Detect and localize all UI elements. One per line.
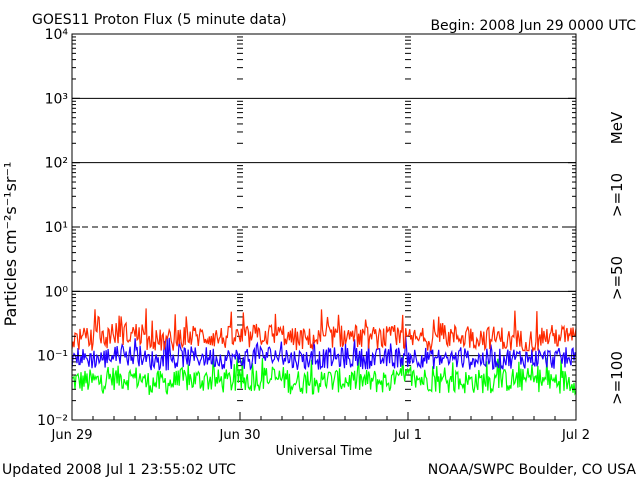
y-axis: 10⁻² 10⁻¹ 10⁰ 10¹ 10² 10³ 10⁴ xyxy=(37,27,576,429)
source-credit: NOAA/SWPC Boulder, CO USA xyxy=(428,462,637,478)
x-tick-label: Jun 30 xyxy=(219,428,261,443)
y-tick-label: 10⁻¹ xyxy=(37,349,68,365)
y-tick-label: 10⁻² xyxy=(37,413,68,429)
y-tick-label: 10² xyxy=(45,156,68,172)
y-tick-label: 10⁰ xyxy=(45,284,69,300)
y-tick-label: 10¹ xyxy=(45,220,68,236)
begin-date: Begin: 2008 Jun 29 0000 UTC xyxy=(430,18,636,34)
chart-title: GOES11 Proton Flux (5 minute data) xyxy=(32,12,287,28)
updated-timestamp: Updated 2008 Jul 1 23:55:02 UTC xyxy=(2,462,236,478)
x-tick-label: Jul 2 xyxy=(561,428,590,443)
y-tick-label: 10⁴ xyxy=(45,27,69,43)
x-axis-label: Universal Time xyxy=(276,444,373,459)
legend-ge10: >=10 xyxy=(608,173,626,217)
legend-units-mev: MeV xyxy=(608,111,626,144)
y-tick-label: 10³ xyxy=(45,91,68,107)
series-line-ge100 xyxy=(71,355,577,396)
x-tick-label: Jul 1 xyxy=(393,428,422,443)
legend-ge100: >=100 xyxy=(608,351,626,405)
series-line-ge50 xyxy=(71,336,577,371)
x-axis: Jun 29 Jun 30 Jul 1 Jul 2 xyxy=(51,412,590,443)
series-line-ge10 xyxy=(71,308,577,353)
y-axis-label: Particles cm⁻²s⁻¹sr⁻¹ xyxy=(1,162,20,327)
series-layer xyxy=(71,308,577,396)
x-tick-label: Jun 29 xyxy=(51,428,93,443)
legend-ge50: >=50 xyxy=(608,256,626,300)
